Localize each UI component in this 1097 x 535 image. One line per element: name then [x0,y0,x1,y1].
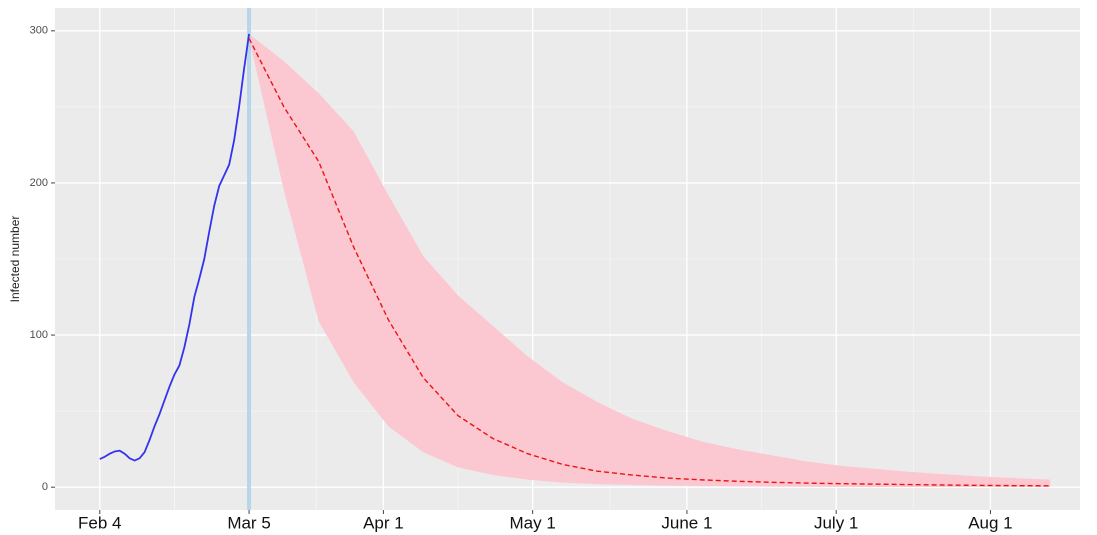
y-axis-label: Infected number [8,216,22,303]
y-tick-label: 100 [30,329,48,341]
x-tick-label: June 1 [661,513,712,532]
series-line [248,38,1051,487]
y-tick-label: 0 [42,481,48,493]
x-tick-label: Apr 1 [363,513,404,532]
x-tick-label: Feb 4 [78,513,121,532]
confidence-band [249,33,1051,488]
x-tick-label: May 1 [510,513,556,532]
x-tick-label: Mar 5 [227,513,270,532]
x-tick-label: Aug 1 [968,513,1012,532]
series-line [99,33,250,462]
y-tick-label: 300 [30,25,48,37]
x-tick-label: July 1 [814,513,858,532]
y-tick-label: 200 [30,177,48,189]
